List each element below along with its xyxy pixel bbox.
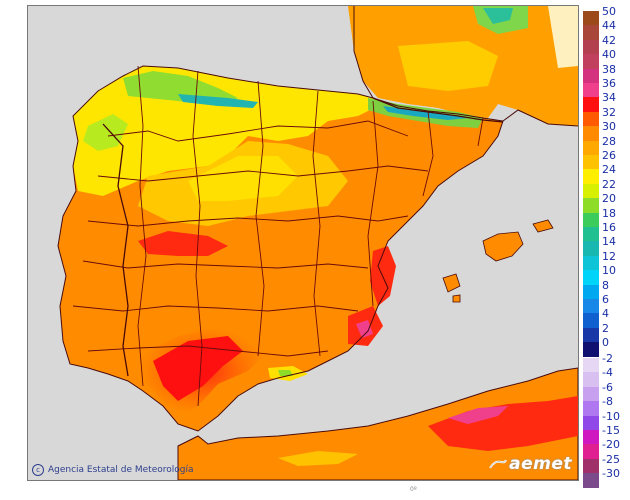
legend-negative-label: -25 bbox=[602, 452, 620, 466]
iberia-north-cool bbox=[73, 66, 378, 196]
map-canvas bbox=[28, 6, 578, 480]
cantabrian-mountains-teal bbox=[178, 94, 258, 108]
legend-positive-swatch bbox=[583, 39, 599, 55]
legend-negative-label: -30 bbox=[602, 467, 620, 481]
beyond-data-zone bbox=[548, 6, 578, 68]
aemet-swirl-icon bbox=[489, 459, 508, 469]
legend-positive-label: 34 bbox=[602, 91, 616, 105]
sierra-nevada-green bbox=[278, 370, 293, 376]
north-africa-hot bbox=[428, 396, 578, 451]
legend-positive-label: 30 bbox=[602, 120, 616, 134]
france-coast bbox=[353, 6, 578, 127]
island-mallorca bbox=[482, 231, 524, 262]
legend-negative-swatch bbox=[583, 358, 599, 373]
province-borders bbox=[72, 65, 484, 407]
legend-positive-swatch bbox=[583, 212, 599, 227]
copyright-icon: c bbox=[32, 464, 44, 476]
longitude-tick: 0º bbox=[410, 486, 417, 493]
legend-positive-swatch bbox=[583, 11, 599, 26]
north-africa-landmass bbox=[177, 367, 578, 480]
legend-positive-label: 44 bbox=[602, 19, 616, 33]
legend-positive-swatch bbox=[583, 241, 599, 256]
france-alps-teal bbox=[483, 8, 513, 24]
legend-negative-label: -8 bbox=[602, 395, 613, 409]
legend-positive-swatch bbox=[583, 299, 599, 314]
legend-positive-label: 26 bbox=[602, 149, 616, 162]
pyrenees-teal bbox=[383, 106, 468, 120]
legend-positive-swatch bbox=[583, 97, 599, 112]
legend-positive-swatch bbox=[583, 126, 599, 141]
legend-negative-label: -20 bbox=[602, 438, 620, 452]
legend-positive-swatch bbox=[583, 198, 599, 213]
island-formentera bbox=[452, 294, 461, 303]
legend-positive-swatch bbox=[583, 183, 599, 199]
legend-positive-swatch bbox=[583, 54, 599, 69]
credit-text: Agencia Estatal de Meteorología bbox=[48, 465, 194, 475]
legend-positive-label: 4 bbox=[602, 307, 609, 321]
iberia-green-galicia bbox=[83, 114, 128, 151]
legend-positive-label: 20 bbox=[602, 192, 616, 206]
hotspot-murcia-pink bbox=[356, 320, 373, 338]
legend-positive-swatch bbox=[583, 227, 599, 242]
legend-negative-swatch bbox=[583, 458, 599, 474]
legend-positive-label: 38 bbox=[602, 62, 616, 76]
legend-positive-swatch bbox=[583, 327, 599, 343]
legend-negative-swatch bbox=[583, 386, 599, 402]
legend-positive-swatch bbox=[583, 342, 599, 357]
legend-positive-label: 24 bbox=[602, 163, 616, 177]
legend-positive-swatch bbox=[583, 83, 599, 98]
legend-positive-label: 16 bbox=[602, 221, 616, 234]
legend-positive-label: 0 bbox=[602, 336, 609, 350]
legend-positive-swatch bbox=[583, 284, 599, 299]
legend-positive-label: 10 bbox=[602, 264, 616, 278]
legend-positive-swatch bbox=[583, 313, 599, 328]
legend-positive-swatch bbox=[583, 255, 599, 271]
legend-negative-label: -10 bbox=[602, 409, 620, 423]
legend-negative-label: -2 bbox=[602, 352, 613, 365]
aemet-logo: aemet bbox=[489, 454, 572, 474]
legend-positive-swatch bbox=[583, 169, 599, 184]
temperature-map: c Agencia Estatal de Meteorología aemet bbox=[27, 5, 579, 481]
france-yellow-zone bbox=[398, 41, 498, 91]
legend-positive-label: 6 bbox=[602, 293, 609, 306]
legend-negative-label: -15 bbox=[602, 424, 620, 437]
legend-positive-swatch bbox=[583, 25, 599, 40]
portugal-spain-border bbox=[102, 123, 129, 377]
legend-negative-swatch bbox=[583, 372, 599, 387]
legend-positive-swatch bbox=[583, 111, 599, 127]
legend-positive-label: 36 bbox=[602, 77, 616, 90]
legend-negative-swatch bbox=[583, 415, 599, 430]
island-menorca bbox=[532, 219, 554, 233]
legend-positive-label: 12 bbox=[602, 249, 616, 263]
credit-label: c Agencia Estatal de Meteorología bbox=[32, 464, 194, 476]
legend-positive-swatch bbox=[583, 270, 599, 285]
hotspot-guadalquivir bbox=[153, 336, 243, 401]
island-ibiza bbox=[442, 273, 461, 293]
legend-positive-label: 32 bbox=[602, 105, 616, 119]
rif-cool bbox=[278, 451, 358, 466]
legend-negative-swatch bbox=[583, 430, 599, 445]
legend-positive-label: 8 bbox=[602, 278, 609, 292]
legend-positive-label: 22 bbox=[602, 177, 616, 191]
legend-negative-swatch bbox=[583, 401, 599, 416]
france-spain-border bbox=[372, 97, 504, 123]
aemet-logo-text: aemet bbox=[509, 454, 572, 474]
legend-positive-swatch bbox=[583, 68, 599, 83]
legend-positive-label: 42 bbox=[602, 33, 616, 47]
legend-positive-swatch bbox=[583, 155, 599, 170]
legend-positive-label: 28 bbox=[602, 134, 616, 148]
legend-positive-label: 50 bbox=[602, 5, 616, 18]
legend-positive-label: 2 bbox=[602, 321, 609, 335]
legend-positive-label: 40 bbox=[602, 48, 616, 62]
legend-negative-swatch bbox=[583, 473, 599, 488]
legend-negative-swatch bbox=[583, 444, 599, 459]
legend-negative-label: -6 bbox=[602, 380, 613, 394]
iberia-central-yellow bbox=[188, 156, 298, 201]
legend-positive-label: 14 bbox=[602, 235, 616, 249]
legend-positive-label: 18 bbox=[602, 206, 616, 220]
legend-positive-swatch bbox=[583, 140, 599, 155]
atlas-pink bbox=[448, 406, 508, 424]
legend-negative-label: -4 bbox=[602, 366, 613, 380]
hotspot-extremadura bbox=[138, 231, 228, 256]
